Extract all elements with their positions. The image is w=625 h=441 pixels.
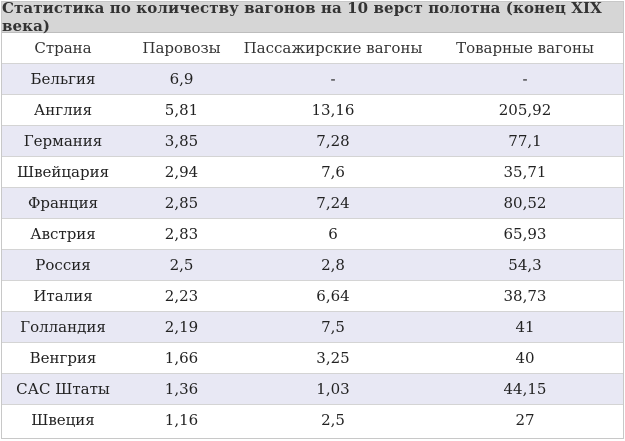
header-passenger-cars: Пассажирские вагоны: [239, 33, 427, 64]
cell-locomotives: 2,5: [124, 249, 239, 281]
cell-locomotives: 3,85: [124, 125, 239, 157]
cell-passenger-cars: 2,5: [239, 404, 427, 435]
cell-locomotives: 1,66: [124, 342, 239, 374]
cell-passenger-cars: 13,16: [239, 94, 427, 126]
cell-freight-cars: 38,73: [427, 280, 623, 312]
cell-locomotives: 6,9: [124, 63, 239, 95]
cell-passenger-cars: 7,6: [239, 156, 427, 188]
cell-locomotives: 2,94: [124, 156, 239, 188]
cell-passenger-cars: 3,25: [239, 342, 427, 374]
cell-locomotives: 2,19: [124, 311, 239, 343]
cell-locomotives: 1,36: [124, 373, 239, 405]
cell-freight-cars: -: [427, 63, 623, 95]
cell-passenger-cars: 6,64: [239, 280, 427, 312]
table-row: Италия 2,23 6,64 38,73: [2, 280, 623, 312]
cell-freight-cars: 80,52: [427, 187, 623, 219]
cell-freight-cars: 54,3: [427, 249, 623, 281]
table-row: Англия 5,81 13,16 205,92: [2, 94, 623, 126]
table-row: Швейцария 2,94 7,6 35,71: [2, 156, 623, 188]
cell-passenger-cars: 7,28: [239, 125, 427, 157]
table-row: Россия 2,5 2,8 54,3: [2, 249, 623, 281]
header-freight-cars: Товарные вагоны: [427, 33, 623, 64]
cell-country: Швеция: [2, 404, 124, 435]
cell-locomotives: 2,83: [124, 218, 239, 250]
cell-freight-cars: 77,1: [427, 125, 623, 157]
table-row: Австрия 2,83 6 65,93: [2, 218, 623, 250]
cell-locomotives: 5,81: [124, 94, 239, 126]
table-title: Статистика по количеству вагонов на 10 в…: [2, 0, 623, 35]
table-row: Франция 2,85 7,24 80,52: [2, 187, 623, 219]
cell-freight-cars: 65,93: [427, 218, 623, 250]
cell-country: Швейцария: [2, 156, 124, 188]
cell-country: Франция: [2, 187, 124, 219]
table-row: Венгрия 1,66 3,25 40: [2, 342, 623, 374]
table-row: Голландия 2,19 7,5 41: [2, 311, 623, 343]
cell-country: Германия: [2, 125, 124, 157]
cell-freight-cars: 41: [427, 311, 623, 343]
cell-passenger-cars: 1,03: [239, 373, 427, 405]
table-row: Швеция 1,16 2,5 27: [2, 404, 623, 435]
cell-freight-cars: 27: [427, 404, 623, 435]
cell-freight-cars: 44,15: [427, 373, 623, 405]
cell-country: САС Штаты: [2, 373, 124, 405]
header-locomotives: Паровозы: [124, 33, 239, 64]
cell-freight-cars: 35,71: [427, 156, 623, 188]
header-country: Страна: [2, 33, 124, 64]
cell-passenger-cars: 7,5: [239, 311, 427, 343]
table-row: САС Штаты 1,36 1,03 44,15: [2, 373, 623, 405]
cell-locomotives: 2,23: [124, 280, 239, 312]
cell-country: Италия: [2, 280, 124, 312]
cell-country: Россия: [2, 249, 124, 281]
cell-country: Австрия: [2, 218, 124, 250]
cell-locomotives: 1,16: [124, 404, 239, 435]
cell-country: Венгрия: [2, 342, 124, 374]
cell-freight-cars: 40: [427, 342, 623, 374]
cell-freight-cars: 205,92: [427, 94, 623, 126]
statistics-table: Страна Паровозы Пассажирские вагоны Това…: [2, 33, 623, 435]
cell-country: Голландия: [2, 311, 124, 343]
header-row: Страна Паровозы Пассажирские вагоны Това…: [2, 33, 623, 64]
table-row: Германия 3,85 7,28 77,1: [2, 125, 623, 157]
cell-passenger-cars: 2,8: [239, 249, 427, 281]
cell-passenger-cars: 6: [239, 218, 427, 250]
cell-country: Англия: [2, 94, 124, 126]
cell-country: Бельгия: [2, 63, 124, 95]
cell-locomotives: 2,85: [124, 187, 239, 219]
cell-passenger-cars: 7,24: [239, 187, 427, 219]
table-row: Бельгия 6,9 - -: [2, 63, 623, 95]
cell-passenger-cars: -: [239, 63, 427, 95]
